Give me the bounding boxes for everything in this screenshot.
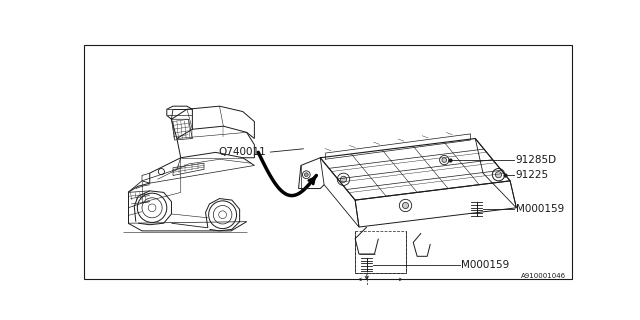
Text: A910001046: A910001046 bbox=[521, 273, 566, 279]
Circle shape bbox=[340, 176, 347, 182]
Text: Q740011: Q740011 bbox=[218, 147, 266, 157]
Text: M000159: M000159 bbox=[461, 260, 509, 270]
Circle shape bbox=[403, 203, 408, 209]
Circle shape bbox=[495, 172, 502, 178]
Text: 91225: 91225 bbox=[516, 170, 548, 180]
Text: M000159: M000159 bbox=[516, 204, 564, 214]
Circle shape bbox=[442, 158, 447, 162]
Circle shape bbox=[305, 173, 308, 177]
Text: 91285D: 91285D bbox=[516, 155, 557, 165]
